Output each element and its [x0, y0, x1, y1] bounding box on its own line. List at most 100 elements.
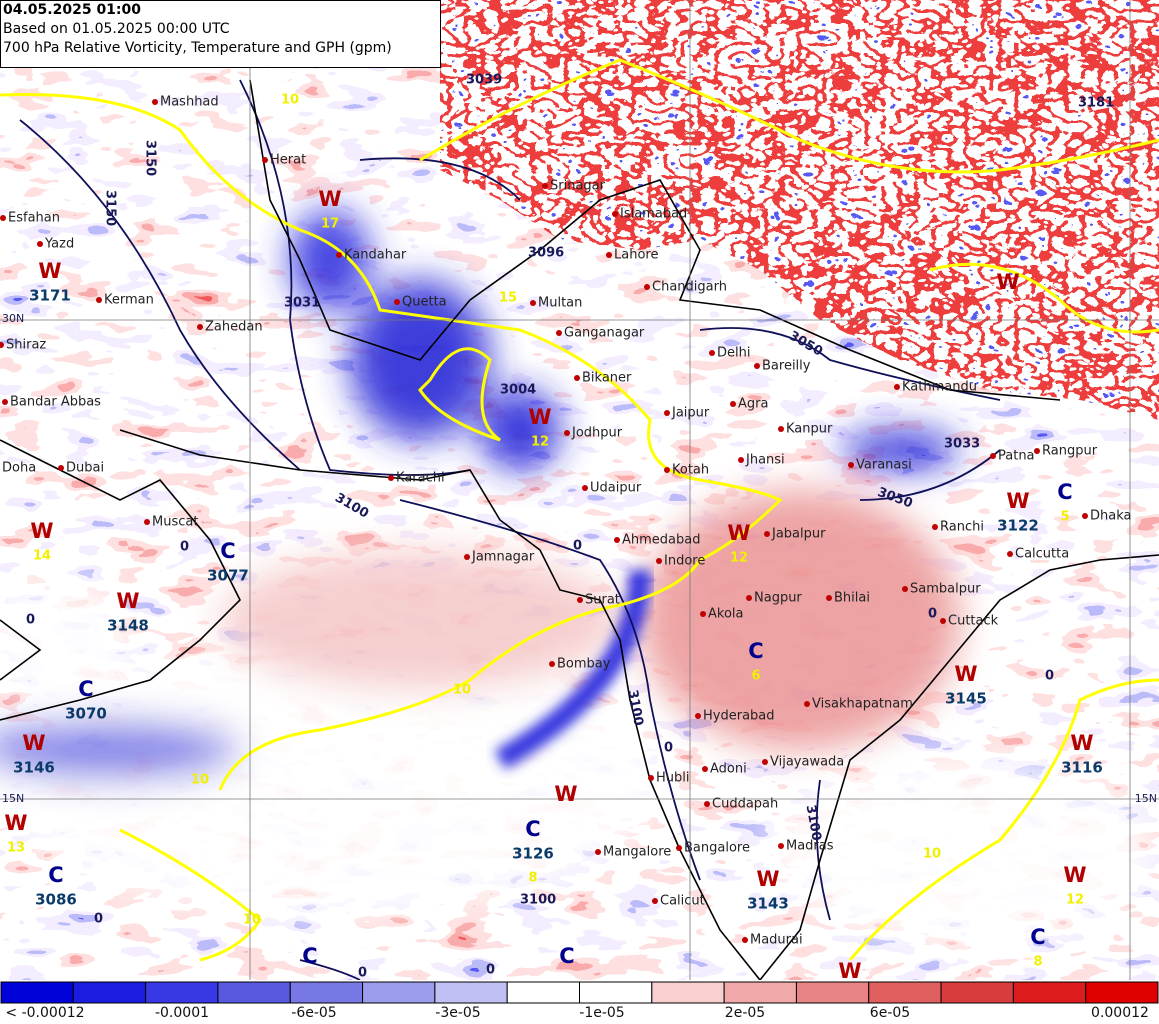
city-label: Sambalpur	[910, 582, 981, 597]
temperature-contour-label: 10	[281, 93, 299, 108]
city-dot	[676, 845, 682, 851]
city-label: Ranchi	[940, 520, 984, 535]
city-dot	[826, 595, 832, 601]
gph-value: 3116	[1061, 759, 1103, 777]
city-label: Bikaner	[582, 371, 632, 386]
colorbar-swatch	[723, 981, 797, 1004]
city-dot	[664, 467, 670, 473]
city-label: Cuddapah	[712, 797, 778, 812]
city-label: Kerman	[104, 293, 154, 308]
city-dot	[704, 801, 710, 807]
pressure-center: W	[38, 259, 61, 283]
city-dot	[1082, 513, 1088, 519]
city-dot	[394, 299, 400, 305]
colorbar-label: -1e-05	[579, 1005, 624, 1021]
colorbar-swatch	[651, 981, 725, 1004]
gph-contour-label: 3039	[466, 73, 502, 88]
city-label: Shiraz	[6, 338, 46, 353]
pressure-center: C	[559, 944, 574, 968]
pressure-center: W	[318, 187, 341, 211]
colorbar-swatch	[289, 981, 364, 1004]
gph-contour-label: 3150	[143, 140, 158, 176]
pressure-center: W	[528, 405, 551, 429]
city-dot	[754, 363, 760, 369]
pressure-center: C	[1057, 480, 1072, 504]
colorbar-swatch	[795, 981, 870, 1004]
colorbar-label: 0.00012	[1091, 1005, 1149, 1021]
vorticity-contour-label: 0	[1045, 669, 1054, 684]
city-label: Jamnagar	[471, 550, 535, 565]
pressure-center: W	[1063, 863, 1086, 887]
city-label: Agra	[738, 397, 768, 412]
city-dot	[388, 475, 394, 481]
pressure-center: C	[748, 639, 763, 663]
vorticity-contour-label: 0	[26, 613, 35, 628]
city-dot	[648, 775, 654, 781]
pressure-center: W	[996, 270, 1019, 294]
pressure-center: C	[78, 677, 93, 701]
city-dot	[577, 597, 583, 603]
city-label: Ganganagar	[564, 326, 645, 341]
city-dot	[990, 453, 996, 459]
gph-value: 3126	[512, 845, 554, 863]
city-dot	[595, 849, 601, 855]
city-label: Dhaka	[1090, 509, 1131, 524]
vorticity-contour-label: 0	[486, 963, 495, 978]
city-dot	[738, 457, 744, 463]
city-dot	[2, 399, 8, 405]
colorbar-label: -6e-05	[291, 1005, 336, 1021]
city-label: Bhilai	[834, 591, 870, 606]
gph-value: 3145	[945, 690, 987, 708]
colorbar-label: 2e-05	[725, 1005, 765, 1021]
latitude-label: 15N	[2, 792, 24, 805]
city-label: Madurai	[750, 933, 803, 948]
temperature-value: 12	[1066, 893, 1084, 908]
temperature-contour-label: 15	[499, 291, 517, 306]
colorbar-label: 6e-05	[870, 1005, 910, 1021]
city-label: Jaipur	[671, 406, 710, 421]
gph-contour-label: 3150	[103, 190, 118, 226]
city-dot	[902, 586, 908, 592]
city-dot	[764, 531, 770, 537]
city-dot	[556, 330, 562, 336]
city-label: Visakhapatnam	[812, 697, 913, 712]
city-dot	[582, 485, 588, 491]
gph-contour-label: 3100	[520, 893, 556, 908]
city-label: Herat	[270, 153, 306, 168]
temperature-contour-label: 10	[453, 683, 471, 698]
city-label: Muscat	[152, 515, 198, 530]
city-dot	[152, 99, 158, 105]
city-label: Jabalpur	[771, 527, 826, 542]
city-label: Adoni	[710, 762, 747, 777]
city-dot	[96, 297, 102, 303]
city-label: Delhi	[717, 346, 750, 361]
city-label: Bangalore	[684, 841, 750, 856]
colorbar-swatch	[579, 981, 653, 1004]
colorbar-swatch	[362, 981, 436, 1004]
city-dot	[894, 384, 900, 390]
city-label: Yazd	[44, 237, 74, 252]
city-dot	[606, 252, 612, 258]
colorbar-swatch	[145, 981, 219, 1004]
city-label: Kathmandu	[902, 380, 977, 395]
city-dot	[695, 713, 701, 719]
city-label: Mangalore	[603, 845, 671, 860]
city-dot	[574, 375, 580, 381]
colorbar-swatch	[506, 981, 580, 1004]
city-label: Vijayawada	[770, 755, 844, 770]
gph-contour-label: 3033	[944, 437, 980, 452]
colorbar-swatch	[0, 981, 74, 1004]
colorbar-swatch	[72, 981, 147, 1004]
gph-value: 3148	[107, 617, 149, 635]
city-label: Madras	[786, 839, 834, 854]
city-dot	[542, 183, 548, 189]
temperature-contour-label: 10	[243, 913, 261, 928]
colorbar-swatch	[1085, 981, 1159, 1004]
pressure-center: W	[1006, 489, 1029, 513]
colorbar-swatch	[217, 981, 291, 1004]
city-dot	[262, 157, 268, 163]
pressure-center: C	[220, 539, 235, 563]
city-dot	[742, 937, 748, 943]
